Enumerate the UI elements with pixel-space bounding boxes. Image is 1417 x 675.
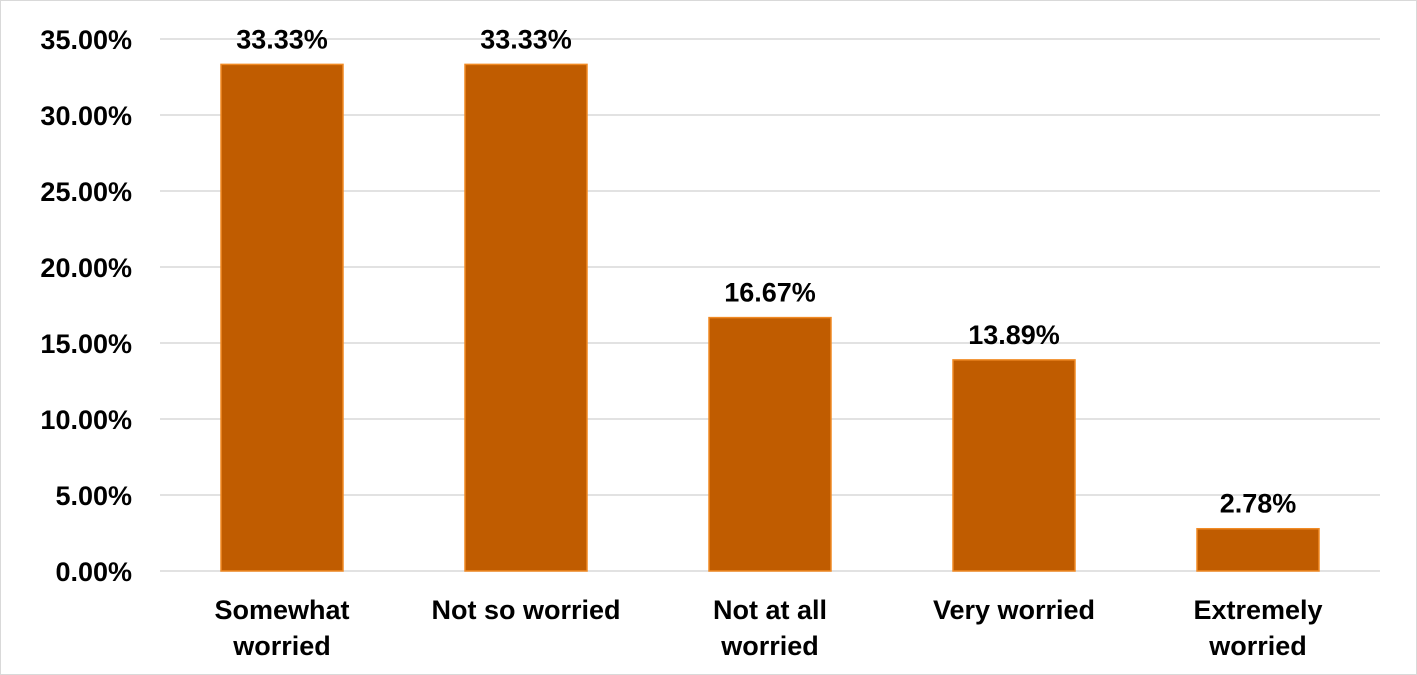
y-tick-label: 10.00% (40, 405, 132, 435)
bar-1 (220, 63, 344, 572)
data-label: 2.78% (1220, 489, 1297, 519)
x-tick-label: Extremely worried (1193, 595, 1322, 661)
y-tick-label: 35.00% (40, 25, 132, 55)
y-tick-label: 0.00% (55, 557, 132, 587)
y-axis-labels: 0.00% 5.00% 10.00% 15.00% 20.00% 25.00% 30.00%… (40, 25, 132, 587)
bar-3 (708, 316, 832, 572)
bar-4 (952, 359, 1076, 572)
data-label: 33.33% (480, 24, 572, 54)
y-tick-label: 15.00% (40, 329, 132, 359)
x-axis-labels: Somewhat worried Not so worried Not at all w… (214, 595, 1322, 661)
y-tick-label: 20.00% (40, 253, 132, 283)
bar-5 (1196, 527, 1320, 572)
x-tick-label: Somewhat worried (214, 595, 349, 661)
bar-2 (464, 63, 588, 572)
gridlines (160, 38, 1380, 572)
data-labels: 33.33% 33.33% 16.67% 13.89% 2.78% (236, 24, 1296, 518)
x-tick-label: Very worried (933, 595, 1095, 625)
y-tick-label: 30.00% (40, 101, 132, 131)
y-tick-label: 25.00% (40, 177, 132, 207)
data-label: 16.67% (724, 278, 816, 308)
data-label: 33.33% (236, 24, 328, 54)
x-tick-label: Not so worried (431, 595, 620, 625)
x-tick-label: Not at all worried (713, 595, 827, 661)
bars (220, 63, 1320, 572)
data-label: 13.89% (968, 320, 1060, 350)
y-tick-label: 5.00% (55, 481, 132, 511)
